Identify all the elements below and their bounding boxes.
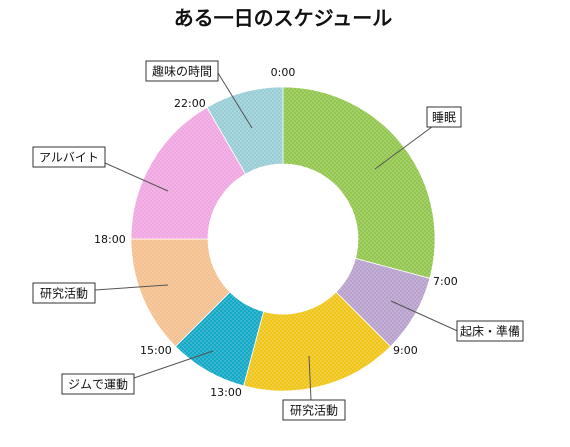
leader-line-gym bbox=[133, 350, 214, 379]
label-box-hobby: 趣味の時間 bbox=[145, 60, 219, 82]
slice-label: ジムで運動 bbox=[68, 378, 128, 392]
slice-sleep bbox=[282, 86, 436, 279]
slice-label: 研究活動 bbox=[40, 286, 88, 301]
time-tick-label: 9:00 bbox=[393, 344, 418, 357]
leader-line-part-time-job bbox=[104, 162, 169, 192]
chart-title: ある一日のスケジュール bbox=[174, 6, 393, 30]
slice-label: 起床・準備 bbox=[460, 324, 520, 339]
leader-line-research-1 bbox=[308, 355, 312, 401]
slice-label: 睡眠 bbox=[432, 111, 456, 125]
time-tick-label: 22:00 bbox=[174, 97, 206, 110]
slice-label: アルバイト bbox=[39, 151, 99, 165]
leader-line-research-2 bbox=[94, 284, 169, 291]
time-tick-label: 15:00 bbox=[140, 344, 172, 357]
time-tick-label: 18:00 bbox=[94, 233, 126, 246]
label-box-part-time-job: アルバイト bbox=[32, 146, 106, 168]
slice-label: 趣味の時間 bbox=[152, 64, 212, 79]
leader-lines bbox=[94, 72, 463, 401]
slices bbox=[130, 86, 436, 392]
label-box-research-2: 研究活動 bbox=[32, 282, 96, 304]
slice-part-time-job bbox=[130, 106, 247, 240]
label-box-gym: ジムで運動 bbox=[61, 373, 135, 395]
leader-line-wakeup-prep bbox=[390, 300, 463, 334]
leader-line-hobby bbox=[217, 72, 253, 129]
label-box-wakeup-prep: 起床・準備 bbox=[456, 320, 524, 342]
time-tick-label: 7:00 bbox=[433, 275, 458, 288]
label-box-sleep: 睡眠 bbox=[426, 106, 462, 128]
time-tick-label: 13:00 bbox=[210, 386, 242, 399]
slice-hobby bbox=[206, 86, 284, 175]
time-ticks: 0:00 7:00 9:00 13:00 15:00 18:00 22:00 bbox=[94, 66, 458, 399]
slice-label: 研究活動 bbox=[290, 403, 338, 418]
slice-research-1 bbox=[243, 291, 392, 392]
label-box-research-1: 研究活動 bbox=[282, 399, 346, 421]
time-tick-label: 0:00 bbox=[271, 66, 296, 79]
